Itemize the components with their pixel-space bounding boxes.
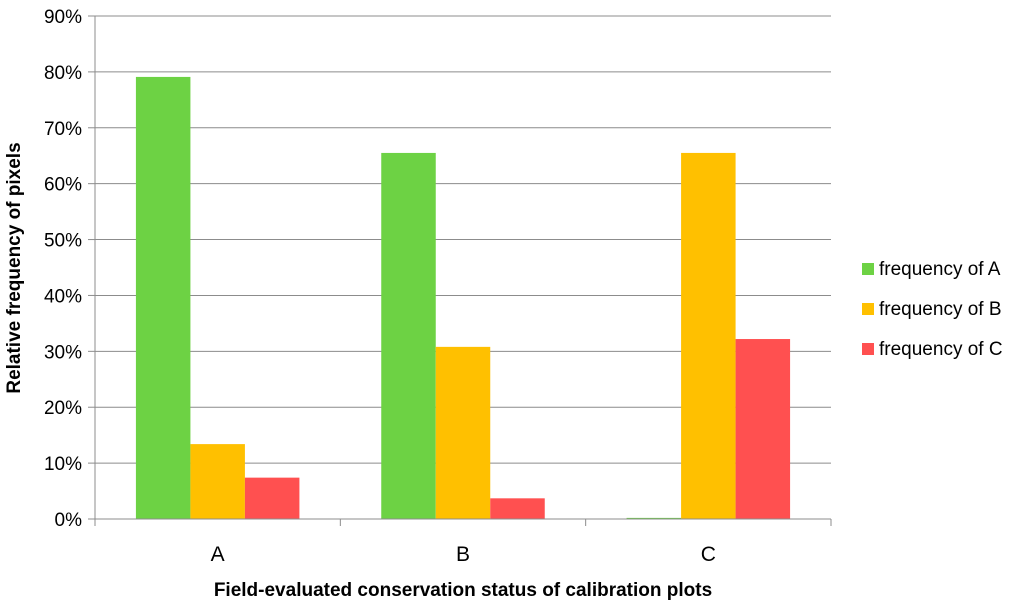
y-tick-label: 60% [44,175,82,196]
y-tick-label: 40% [44,286,82,307]
x-axis-title: Field-evaluated conservation status of c… [214,580,712,601]
legend-label: frequency of B [879,299,1002,320]
axes [94,16,832,526]
legend-swatch [862,343,874,355]
bar-a-series-2 [190,444,245,519]
y-tick-label: 20% [44,398,82,419]
category-labels: A B C [211,543,716,566]
bar-a-series-1 [135,76,191,520]
y-tick-label: 50% [44,231,82,252]
bar-a-series-3 [244,477,300,519]
bar-b-series-2 [435,346,491,519]
x-tick-label: B [456,543,470,566]
x-tick-label: A [211,543,225,566]
legend-label: frequency of C [879,339,1003,360]
bars [135,76,791,520]
legend-swatch [862,303,874,315]
y-tick-label: 30% [44,342,82,363]
legend: frequency of A frequency of B frequency of… [862,259,1003,360]
bar-c-series-3 [735,339,791,519]
bar-b-series-3 [490,498,545,519]
y-tick-label: 80% [44,63,82,84]
legend-swatch [862,263,874,275]
y-axis-title: Relative frequency of pixels [4,142,25,393]
bar-b-series-1 [381,152,436,519]
y-tick-labels: 0% 10% 20% 30% 40% 50% 60% 70% 80% 90% [44,7,95,531]
y-tick-label: 90% [44,7,82,28]
x-tick-label: C [701,543,716,566]
y-tick-label: 0% [55,510,83,531]
legend-label: frequency of A [879,259,1001,280]
y-tick-label: 70% [44,119,82,140]
bar-c-series-1 [626,517,682,519]
bar-c-series-2 [681,152,736,519]
y-tick-label: 10% [44,454,82,475]
